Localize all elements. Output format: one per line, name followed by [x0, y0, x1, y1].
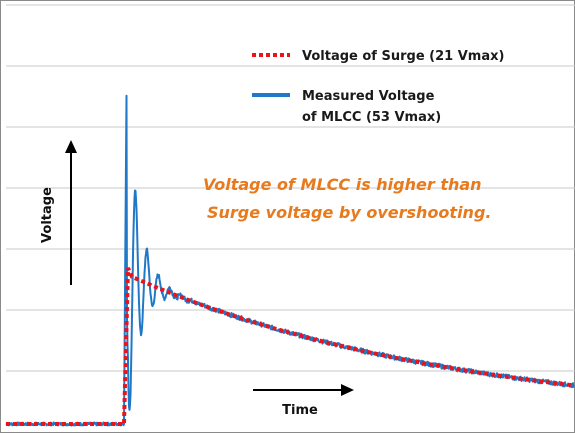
- y-arrow-head: [65, 140, 77, 153]
- x-axis-indicator: Time: [253, 384, 354, 418]
- series-line-surge: [6, 267, 574, 426]
- x-axis-label: Time: [282, 403, 318, 418]
- legend-label-mlcc-line1: Measured Voltage: [302, 89, 435, 104]
- legend-label-mlcc-line2: of MLCC (53 Vmax): [302, 110, 441, 125]
- annotation-line-2: Surge voltage by overshooting.: [207, 203, 491, 222]
- x-arrow-head: [341, 384, 354, 396]
- series-lines: [5, 94, 575, 427]
- y-axis-indicator: Voltage: [40, 140, 77, 285]
- legend-label-surge: Voltage of Surge (21 Vmax): [302, 49, 504, 64]
- annotation: Voltage of MLCC is higher than Surge vol…: [203, 175, 491, 222]
- legend: Voltage of Surge (21 Vmax) Measured Volt…: [252, 49, 504, 125]
- annotation-line-1: Voltage of MLCC is higher than: [203, 175, 482, 194]
- series-line-mlcc: [5, 94, 575, 427]
- y-axis-label: Voltage: [40, 187, 55, 243]
